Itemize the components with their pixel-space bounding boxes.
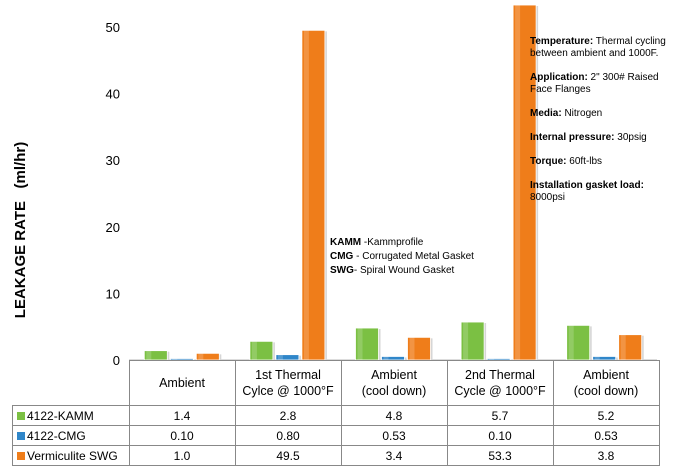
data-label: 2.8	[234, 405, 342, 426]
category-line: (cool down)	[573, 384, 639, 398]
bar-highlight	[303, 30, 309, 361]
table-row-cmg: 4122-CMG 0.10 0.80 0.53 0.10 0.53	[12, 425, 660, 446]
data-label: 0.53	[552, 425, 660, 446]
bar-highlight	[357, 328, 363, 360]
note-media: Media: Nitrogen	[530, 108, 603, 119]
bar-vermiculite-swg-2	[407, 336, 431, 361]
table-row-swg: Vermiculite SWG 1.0 49.5 3.4 53.3 3.8	[12, 445, 660, 466]
category-cell: Ambient	[128, 360, 236, 406]
bar-highlight	[463, 322, 469, 360]
bar-highlight	[277, 354, 283, 360]
test-conditions-notes: Temperature: Thermal cycling between amb…	[530, 36, 680, 216]
bar-vermiculite-swg-0	[195, 352, 220, 361]
category-cell: Ambient (cool down)	[552, 360, 660, 406]
bar-highlight	[198, 353, 204, 360]
category-line: Ambient	[583, 368, 629, 382]
category-line: 2nd Thermal	[465, 368, 535, 382]
bar-highlight	[594, 356, 600, 360]
data-table: Ambient 1st Thermal Cylce @ 1000°F Ambie…	[12, 360, 660, 466]
bar-vermiculite-swg-4	[618, 334, 643, 361]
abbrev-cmg: CMG - Corrugated Metal Gasket	[330, 251, 474, 262]
y-tick-label: 30	[106, 153, 120, 168]
note-torque: Torque: 60ft-lbs	[530, 156, 603, 167]
legend-swatch-cmg	[17, 432, 25, 441]
data-label: 5.2	[552, 405, 660, 426]
note-gasket-load: Installation gasket load: 8000psi	[530, 180, 644, 203]
y-axis-label: LEAKAGE RATE (ml/hr)	[12, 141, 29, 319]
category-cell: 1st Thermal Cylce @ 1000°F	[234, 360, 342, 406]
abbreviation-legend: KAMM -Kammprofile CMG - Corrugated Metal…	[330, 236, 474, 278]
data-label: 0.53	[340, 425, 448, 446]
bar-vermiculite-swg-3	[512, 4, 537, 361]
bar-highlight	[383, 356, 389, 360]
category-row: Ambient 1st Thermal Cylce @ 1000°F Ambie…	[12, 360, 660, 406]
category-line: Cycle @ 1000°F	[454, 384, 546, 398]
note-temperature: Temperature: Thermal cycling between amb…	[530, 36, 666, 59]
note-internal-pressure: Internal pressure: 30psig	[530, 132, 647, 143]
category-line: Ambient	[159, 376, 205, 390]
category-cell: Ambient (cool down)	[340, 360, 448, 406]
category-cell: 2nd Thermal Cycle @ 1000°F	[446, 360, 554, 406]
bars-group	[143, 4, 644, 362]
legend-swatch-kamm	[17, 412, 25, 421]
data-label: 4.8	[340, 405, 448, 426]
bar-4122-kamm-1	[249, 340, 274, 361]
note-application: Application: 2" 300# Raised Face Flanges	[530, 72, 659, 95]
bar-4122-cmg-1	[275, 354, 300, 361]
data-label: 53.3	[446, 445, 554, 466]
y-tick-label: 20	[106, 220, 120, 235]
bar-4122-kamm-3	[460, 321, 485, 361]
y-tick-label: 50	[106, 20, 120, 35]
category-line: 1st Thermal	[255, 368, 321, 382]
bar-highlight	[489, 358, 495, 360]
bar-highlight	[515, 5, 521, 360]
table-row-kamm: 4122-KAMM 1.4 2.8 4.8 5.7 5.2	[12, 405, 660, 426]
bar-highlight	[409, 337, 415, 360]
data-label: 0.80	[234, 425, 342, 446]
table-corner	[12, 360, 130, 406]
data-label: 0.10	[446, 425, 554, 446]
data-label: 0.10	[128, 425, 236, 446]
category-line: (cool down)	[361, 384, 427, 398]
bar-highlight	[172, 358, 178, 360]
legend-swatch-swg	[17, 452, 25, 461]
category-line: Cylce @ 1000°F	[242, 384, 334, 398]
bar-4122-kamm-0	[143, 350, 168, 361]
data-label: 1.0	[128, 445, 236, 466]
legend-entry-kamm: 4122-KAMM	[12, 405, 130, 426]
category-line: Ambient	[371, 368, 417, 382]
legend-entry-swg: Vermiculite SWG	[12, 445, 130, 466]
bar-highlight	[620, 334, 626, 360]
data-label: 5.7	[446, 405, 554, 426]
abbrev-swg: SWG- Spiral Wound Gasket	[330, 265, 455, 276]
bar-highlight	[251, 341, 257, 360]
data-label: 1.4	[128, 405, 236, 426]
bar-highlight	[568, 325, 574, 360]
y-tick-label: 10	[106, 286, 120, 301]
bar-highlight	[146, 350, 152, 360]
abbrev-kamm: KAMM -Kammprofile	[330, 237, 424, 248]
data-label: 3.4	[340, 445, 448, 466]
data-label: 3.8	[552, 445, 660, 466]
y-tick-label: 40	[106, 87, 120, 102]
legend-entry-cmg: 4122-CMG	[12, 425, 130, 446]
data-label: 49.5	[234, 445, 342, 466]
